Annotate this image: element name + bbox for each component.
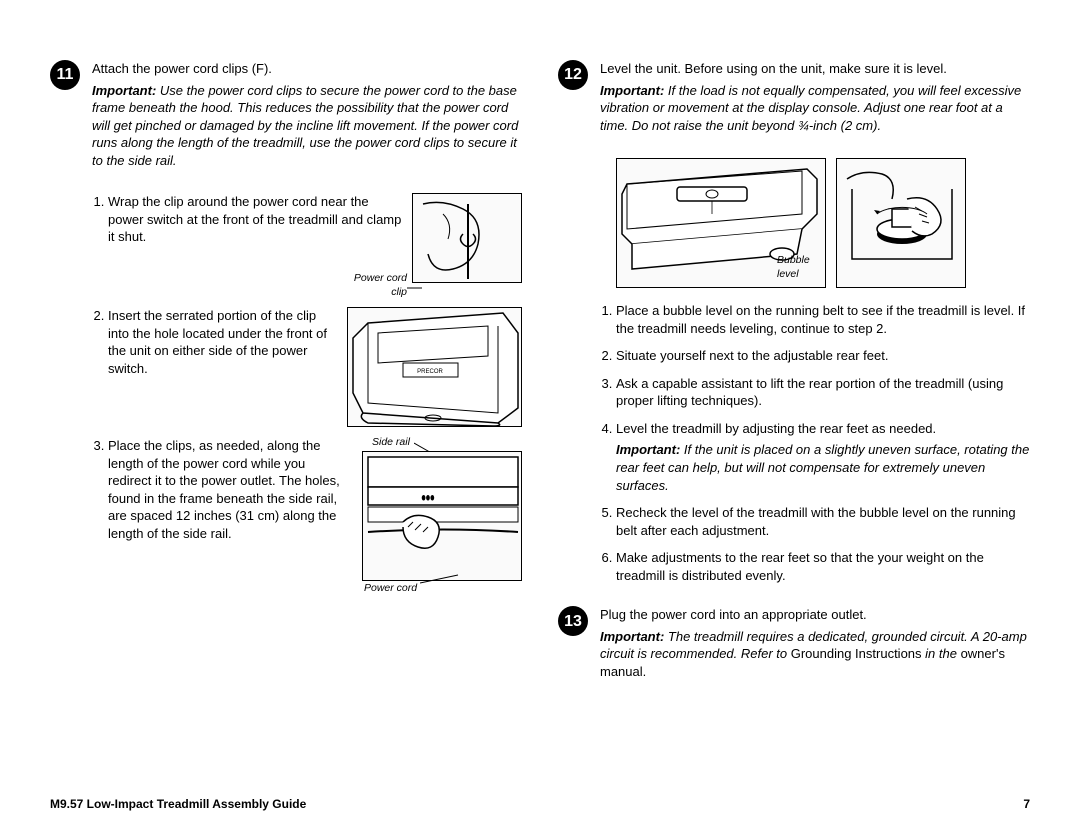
- figure-label: Power cord clip: [342, 271, 407, 299]
- substep-12-6: Make adjustments to the rear feet so tha…: [616, 549, 1030, 584]
- important-text: Use the power cord clips to secure the p…: [92, 83, 518, 168]
- important-label: Important:: [92, 83, 156, 98]
- figure-label-bubble: Bubble level: [777, 253, 817, 281]
- substep-12-3: Ask a capable assistant to lift the rear…: [616, 375, 1030, 410]
- important-text-b: Grounding Instructions: [791, 646, 922, 661]
- figure-treadmill-front: PRECOR: [347, 307, 522, 427]
- important-text-c: in the: [922, 646, 961, 661]
- figure-label-powercord: Power cord: [364, 581, 417, 595]
- svg-text:⬮⬮⬮: ⬮⬮⬮: [421, 494, 435, 502]
- page-footer: M9.57 Low-Impact Treadmill Assembly Guid…: [50, 796, 1030, 812]
- left-column: 11 Attach the power cord clips (F). Impo…: [50, 60, 522, 770]
- substep-12-2: Situate yourself next to the adjustable …: [616, 347, 1030, 365]
- figure-adjustable-foot: [836, 158, 966, 288]
- important-note: Important: The treadmill requires a dedi…: [600, 628, 1030, 681]
- footer-page-number: 7: [1023, 796, 1030, 812]
- step-number-badge: 12: [558, 60, 588, 90]
- step-title: Level the unit. Before using on the unit…: [600, 60, 1030, 78]
- substep-text: Place the clips, as needed, along the le…: [108, 437, 352, 542]
- step-11: 11 Attach the power cord clips (F). Impo…: [50, 60, 522, 179]
- substep-12-1: Place a bubble level on the running belt…: [616, 302, 1030, 337]
- substep-text: Level the treadmill by adjusting the rea…: [616, 421, 936, 436]
- step-13: 13 Plug the power cord into an appropria…: [558, 606, 1030, 680]
- figure-side-rail: ⬮⬮⬮: [362, 451, 522, 581]
- figure-power-cord-clip: [412, 193, 522, 283]
- step-title: Attach the power cord clips (F).: [92, 60, 522, 78]
- important-note: Important: Use the power cord clips to s…: [92, 82, 522, 170]
- substep-text: Insert the serrated portion of the clip …: [108, 307, 337, 377]
- important-text: If the load is not equally compensated, …: [600, 83, 1021, 133]
- important-label: Important:: [616, 442, 680, 457]
- important-label: Important:: [600, 83, 664, 98]
- substep-12-4: Level the treadmill by adjusting the rea…: [616, 420, 1030, 494]
- step-title: Plug the power cord into an appropriate …: [600, 606, 1030, 624]
- substep-1: Wrap the clip around the power cord near…: [108, 193, 522, 297]
- important-note: Important: If the load is not equally co…: [600, 82, 1030, 135]
- substep-12-5: Recheck the level of the treadmill with …: [616, 504, 1030, 539]
- step-number-badge: 13: [558, 606, 588, 636]
- substep-text: Wrap the clip around the power cord near…: [108, 193, 402, 246]
- important-label: Important:: [600, 629, 664, 644]
- footer-title: M9.57 Low-Impact Treadmill Assembly Guid…: [50, 796, 306, 812]
- step-12: 12 Level the unit. Before using on the u…: [558, 60, 1030, 144]
- right-column: 12 Level the unit. Before using on the u…: [558, 60, 1030, 770]
- substep-3: Place the clips, as needed, along the le…: [108, 437, 522, 581]
- figure-bubble-level: Bubble level: [616, 158, 826, 288]
- substep-important: Important: If the unit is placed on a sl…: [616, 441, 1030, 494]
- figure-label-siderail: Side rail: [372, 435, 410, 449]
- svg-text:PRECOR: PRECOR: [417, 369, 443, 375]
- substep-2: Insert the serrated portion of the clip …: [108, 307, 522, 427]
- step-number-badge: 11: [50, 60, 80, 90]
